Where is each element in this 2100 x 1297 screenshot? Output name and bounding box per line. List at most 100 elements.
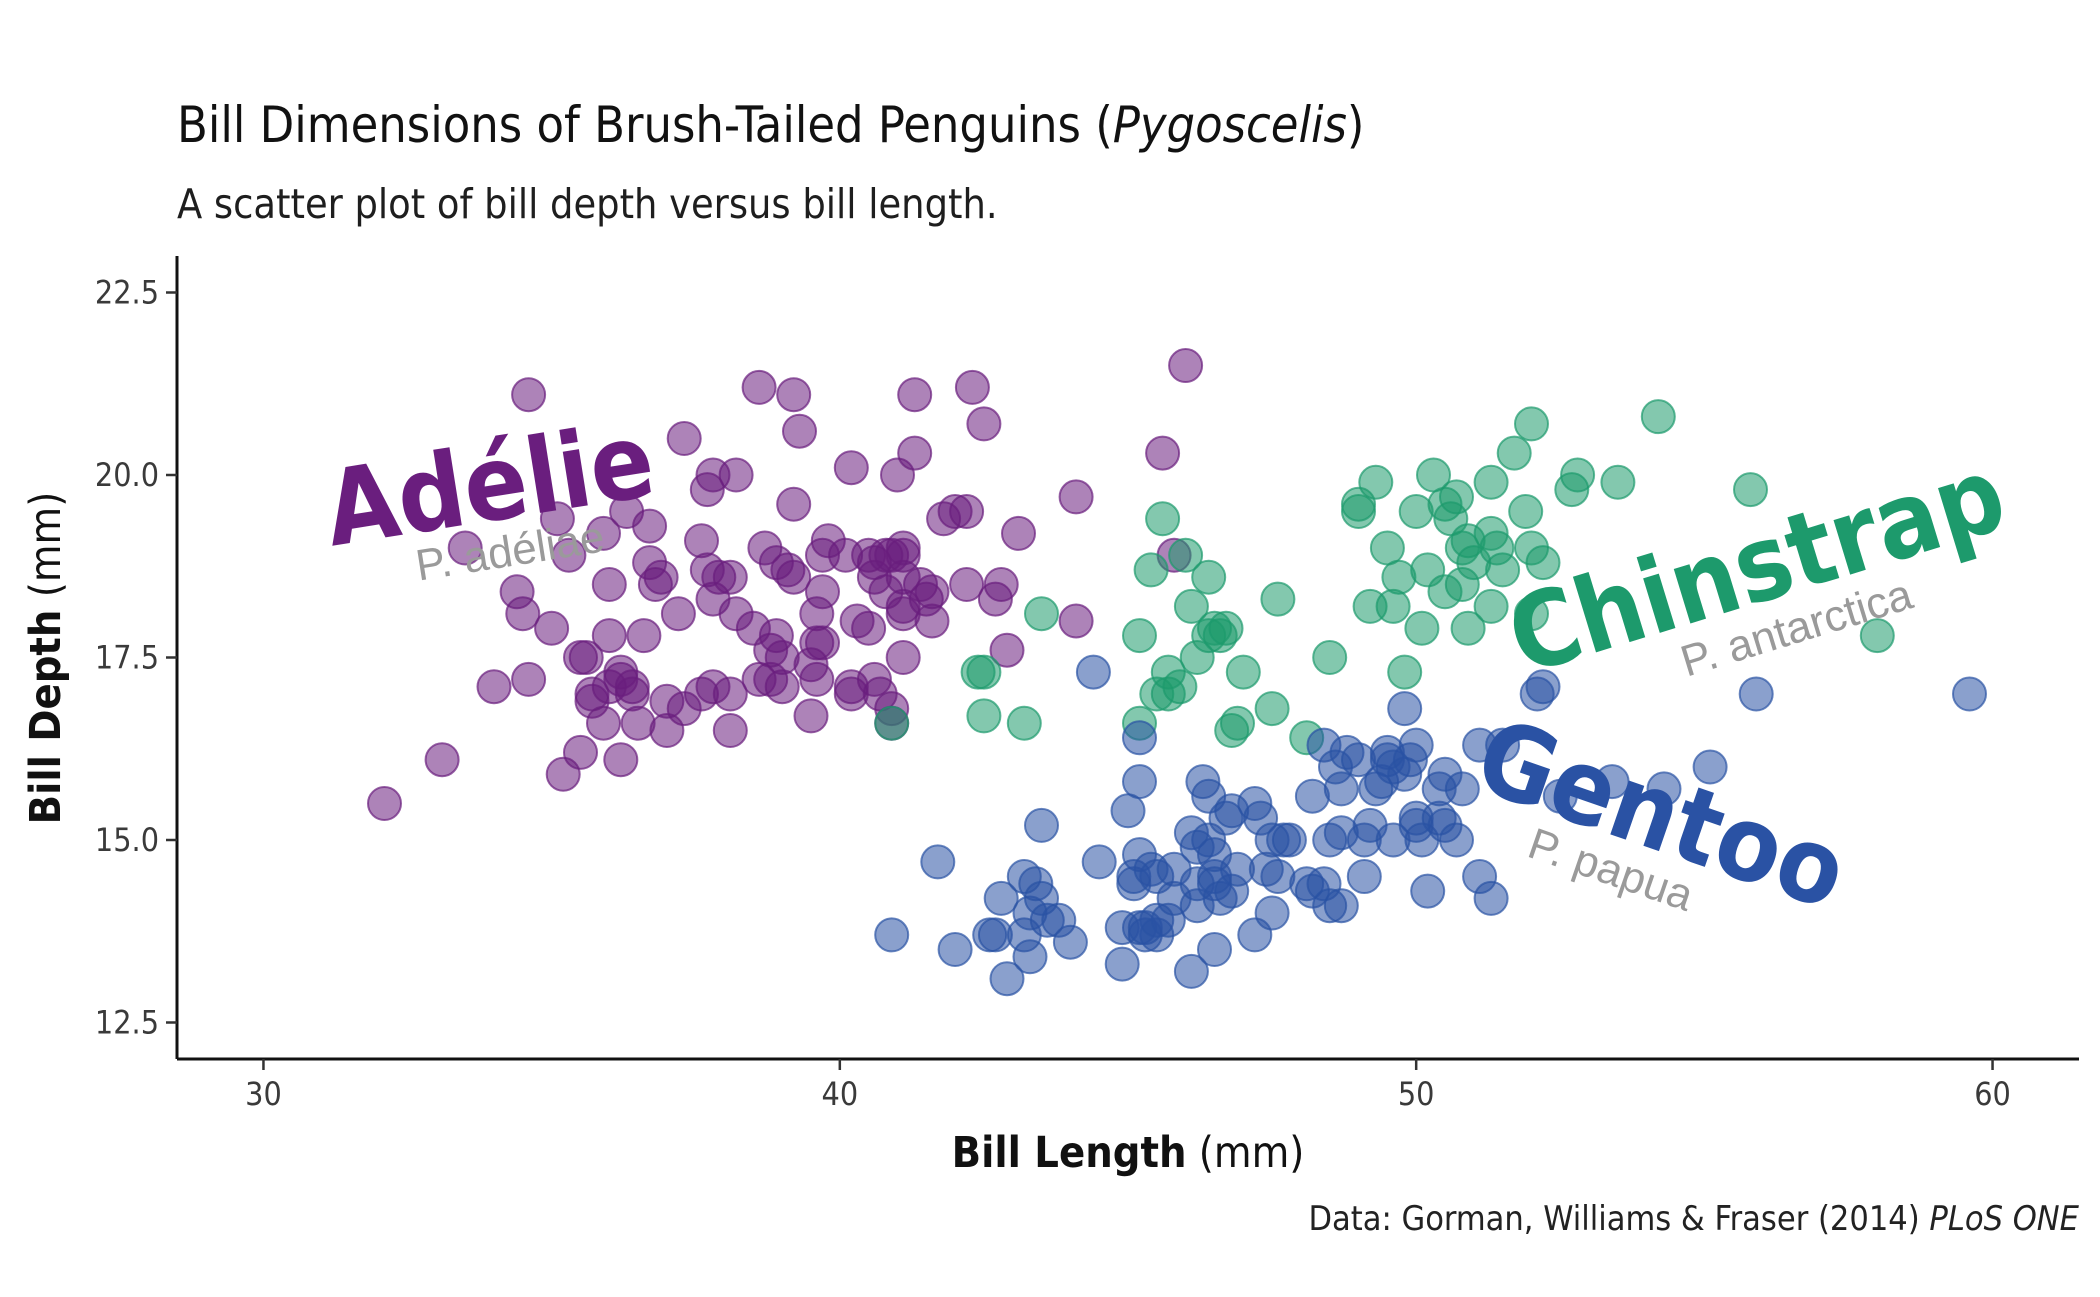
point-gentoo bbox=[1012, 939, 1048, 975]
point-adelie bbox=[568, 640, 604, 675]
point-gentoo bbox=[1646, 771, 1682, 807]
point-adelie bbox=[897, 435, 933, 471]
point-adelie bbox=[666, 421, 702, 456]
point-adelie bbox=[954, 369, 990, 405]
point-gentoo bbox=[937, 932, 973, 967]
point-adelie bbox=[1001, 515, 1036, 551]
point-gentoo bbox=[1052, 924, 1088, 960]
point-gentoo bbox=[1594, 764, 1630, 800]
point-chinstrap bbox=[1398, 494, 1434, 529]
point-chinstrap bbox=[1162, 669, 1198, 705]
point-adelie bbox=[805, 574, 840, 610]
point-adelie bbox=[712, 676, 748, 712]
point-chinstrap bbox=[1191, 559, 1227, 595]
point-chinstrap bbox=[1473, 464, 1509, 500]
point-gentoo bbox=[1692, 749, 1728, 785]
chart-title-end: ) bbox=[1347, 96, 1365, 154]
point-adelie bbox=[511, 661, 547, 697]
point-adelie bbox=[367, 786, 402, 821]
point-gentoo bbox=[1081, 844, 1117, 880]
point-chinstrap bbox=[1122, 618, 1157, 654]
point-gentoo bbox=[1398, 727, 1434, 763]
point-adelie bbox=[966, 406, 1002, 442]
x-tick-label: 60 bbox=[1974, 1075, 2011, 1113]
chart-title-main: Bill Dimensions of Brush-Tailed Penguins… bbox=[177, 96, 1113, 154]
point-adelie bbox=[949, 494, 985, 529]
point-chinstrap bbox=[1173, 588, 1209, 624]
point-chinstrap bbox=[1358, 464, 1394, 500]
point-chinstrap bbox=[1260, 581, 1296, 617]
point-adelie bbox=[897, 377, 933, 413]
y-axis-title-unit: (mm) bbox=[21, 492, 71, 598]
point-adelie bbox=[805, 625, 840, 661]
point-chinstrap bbox=[1168, 537, 1204, 573]
point-chinstrap bbox=[1560, 457, 1596, 493]
y-tick-label: 22.5 bbox=[95, 274, 159, 312]
point-gentoo bbox=[1473, 880, 1509, 916]
point-chinstrap bbox=[1508, 494, 1544, 529]
point-adelie bbox=[586, 705, 621, 741]
point-gentoo bbox=[1387, 691, 1423, 727]
point-gentoo bbox=[1323, 771, 1359, 807]
point-chinstrap bbox=[1485, 552, 1521, 588]
y-tick-label: 12.5 bbox=[95, 1004, 159, 1042]
x-tick-label: 50 bbox=[1398, 1075, 1435, 1113]
point-adelie bbox=[851, 610, 887, 646]
point-gentoo bbox=[1542, 778, 1578, 814]
point-adelie bbox=[424, 742, 460, 778]
point-gentoo bbox=[1260, 859, 1296, 894]
point-chinstrap bbox=[1439, 479, 1474, 515]
point-gentoo bbox=[1525, 669, 1561, 705]
point-chinstrap bbox=[1006, 705, 1042, 741]
point-chinstrap bbox=[1640, 399, 1676, 435]
point-chinstrap bbox=[1133, 552, 1169, 588]
point-adelie bbox=[551, 537, 587, 573]
x-axis-title-name: Bill Length bbox=[952, 1128, 1187, 1178]
point-adelie bbox=[799, 661, 835, 697]
x-tick-label: 40 bbox=[822, 1075, 859, 1113]
x-axis-title: Bill Length (mm) bbox=[952, 1128, 1305, 1178]
point-adelie bbox=[684, 523, 719, 559]
point-adelie bbox=[511, 377, 547, 413]
point-chinstrap bbox=[1496, 435, 1532, 471]
point-adelie bbox=[1145, 435, 1181, 471]
point-gentoo bbox=[1197, 932, 1232, 967]
point-adelie bbox=[591, 567, 627, 602]
point-adelie bbox=[782, 413, 817, 449]
caption-journal: PLoS ONE bbox=[1929, 1199, 2079, 1239]
point-adelie bbox=[614, 669, 650, 705]
point-chinstrap bbox=[1473, 588, 1509, 624]
point-adelie bbox=[718, 457, 754, 493]
point-adelie bbox=[712, 559, 748, 595]
point-adelie bbox=[914, 574, 950, 610]
point-chinstrap bbox=[966, 698, 1002, 734]
point-gentoo bbox=[1122, 764, 1157, 800]
point-adelie bbox=[989, 632, 1025, 668]
point-adelie bbox=[983, 567, 1019, 602]
point-adelie bbox=[914, 603, 950, 639]
point-gentoo bbox=[920, 844, 956, 880]
point-gentoo bbox=[1024, 807, 1059, 843]
point-gentoo bbox=[1738, 676, 1774, 712]
point-chinstrap bbox=[1387, 654, 1423, 690]
point-adelie bbox=[505, 596, 541, 632]
point-adelie bbox=[539, 501, 575, 537]
point-adelie bbox=[776, 377, 812, 413]
point-adelie bbox=[591, 618, 627, 654]
point-adelie bbox=[660, 596, 696, 632]
point-gentoo bbox=[983, 880, 1019, 916]
point-chinstrap bbox=[1600, 464, 1636, 500]
y-axis-title-name: Bill Depth bbox=[21, 610, 71, 825]
point-gentoo bbox=[1173, 953, 1209, 989]
point-adelie bbox=[885, 640, 921, 675]
point-adelie bbox=[885, 530, 921, 566]
point-chinstrap bbox=[1208, 610, 1244, 646]
point-gentoo bbox=[1271, 822, 1307, 858]
y-tick-label: 20.0 bbox=[95, 456, 159, 494]
chart-caption: Data: Gorman, Williams & Fraser (2014) P… bbox=[1308, 1199, 2079, 1239]
point-adelie bbox=[1168, 348, 1204, 383]
point-adelie bbox=[793, 698, 829, 734]
y-tick-label: 15.0 bbox=[95, 821, 159, 859]
point-adelie bbox=[626, 618, 662, 654]
